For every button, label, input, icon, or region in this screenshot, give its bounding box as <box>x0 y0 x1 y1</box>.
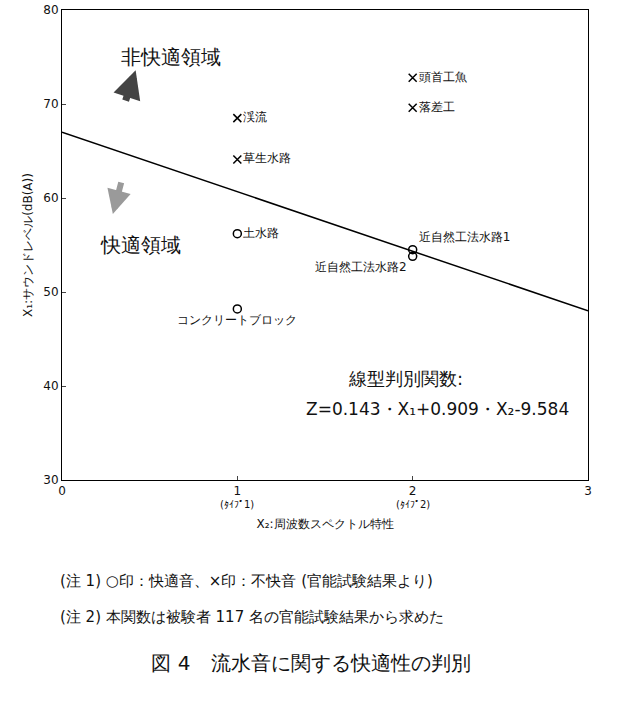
svg-text:近自然工法水路1: 近自然工法水路1 <box>419 230 511 244</box>
svg-text:60: 60 <box>43 191 58 205</box>
svg-text:40: 40 <box>43 379 58 393</box>
html-text:図 4 流水音に関する快適性の判別: 図 4 流水音に関する快適性の判別 <box>151 651 471 675</box>
svg-text:土水路: 土水路 <box>243 226 279 240</box>
svg-text:渓流: 渓流 <box>243 110 267 124</box>
svg-text:近自然工法水路2: 近自然工法水路2 <box>315 260 407 274</box>
svg-text:X₂:周波数スペクトル特性: X₂:周波数スペクトル特性 <box>256 517 393 531</box>
svg-text:50: 50 <box>43 285 58 299</box>
svg-text:コンクリートブロック: コンクリートブロック <box>177 313 297 327</box>
svg-text:1: 1 <box>234 484 242 498</box>
svg-text:線型判別関数:: 線型判別関数: <box>348 368 463 389</box>
svg-text:X₁:サウンドレベル(dB(A)): X₁:サウンドレベル(dB(A)) <box>21 173 35 317</box>
svg-text:(ﾀｲﾌﾟ2): (ﾀｲﾌﾟ2) <box>396 499 430 510</box>
svg-text:0: 0 <box>58 484 66 498</box>
svg-text:2: 2 <box>409 484 417 498</box>
svg-text:3: 3 <box>584 484 592 498</box>
svg-text:80: 80 <box>43 3 58 17</box>
svg-text:(ﾀｲﾌﾟ1): (ﾀｲﾌﾟ1) <box>220 499 254 510</box>
svg-text:70: 70 <box>43 97 58 111</box>
svg-text:非快適領域: 非快適領域 <box>121 45 221 69</box>
svg-text:Z=0.143・X₁+0.909・X₂-9.584: Z=0.143・X₁+0.909・X₂-9.584 <box>306 399 569 419</box>
svg-text:頭首工魚: 頭首工魚 <box>419 70 467 84</box>
svg-text:快適領域: 快適領域 <box>100 233 181 257</box>
svg-text:30: 30 <box>43 473 58 487</box>
html-text:(注 2) 本関数は被験者 117 名の官能試験結果から求め: (注 2) 本関数は被験者 117 名の官能試験結果から求めた <box>60 608 444 626</box>
svg-text:落差工: 落差工 <box>419 100 455 114</box>
html-text:(注 1) ○印：快適音、×印：不快音 (官能試験結果より): (注 1) ○印：快適音、×印：不快音 (官能試験結果より) <box>60 572 433 590</box>
svg-text:草生水路: 草生水路 <box>243 151 291 165</box>
